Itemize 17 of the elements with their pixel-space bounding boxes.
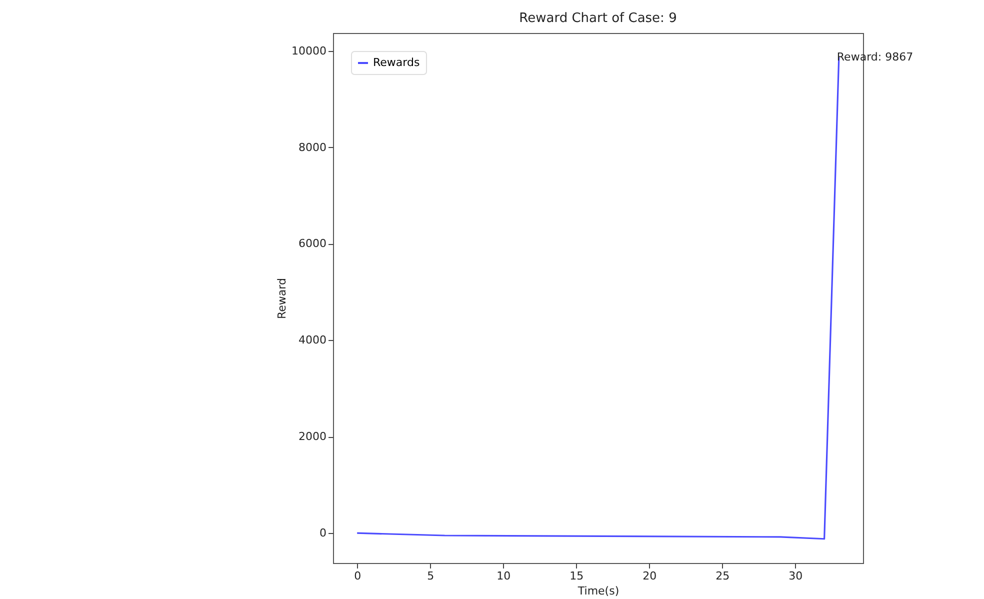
- x-tick-label: 30: [788, 570, 803, 582]
- x-tick-label: 10: [496, 570, 511, 582]
- x-tick-label: 5: [427, 570, 434, 582]
- y-tick-label: 0: [320, 526, 326, 540]
- x-axis-title: Time(s): [576, 584, 620, 598]
- x-tick-label: 25: [716, 570, 730, 582]
- legend-label: Rewards: [373, 56, 420, 69]
- x-tick-label: 20: [642, 570, 657, 582]
- x-tick-label: 0: [354, 570, 362, 582]
- y-tick-label: 4000: [298, 334, 326, 347]
- y-tick-label: 8000: [298, 140, 326, 154]
- y-axis-title: Reward: [276, 278, 289, 319]
- chart-title: Reward Chart of Case: 9: [519, 11, 677, 26]
- y-tick-label: 6000: [298, 237, 326, 250]
- y-tick-label: 2000: [298, 430, 326, 444]
- y-tick-label: 10000: [292, 44, 326, 58]
- x-tick-label: 15: [570, 570, 584, 582]
